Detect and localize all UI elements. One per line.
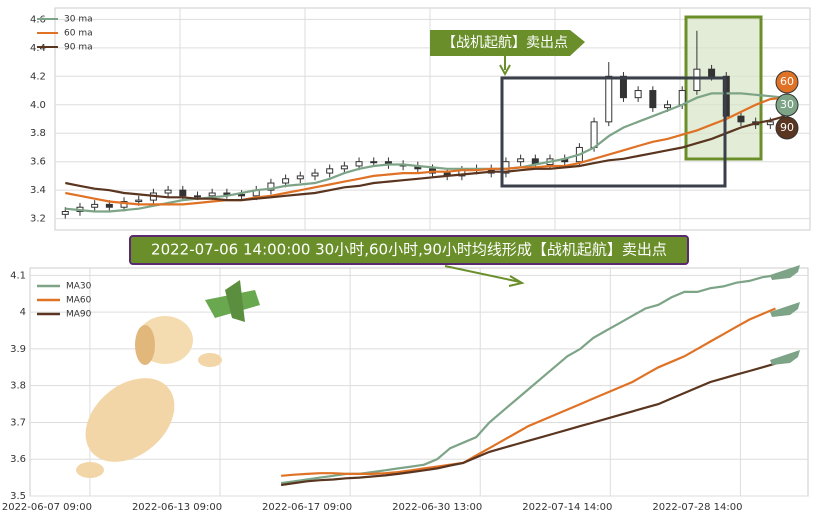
annotation-pointer [499,56,511,77]
y-tick-label: 4.0 [30,100,46,111]
ma-line [280,274,776,485]
candle-body [267,182,275,191]
y-tick-label: 4.2 [30,71,46,82]
banner [129,235,689,265]
y-tick-label: 3.8 [30,128,46,139]
candle-body [370,161,378,164]
candle-body [238,193,246,197]
candle-body [766,121,774,126]
annotation-arrow [430,30,585,56]
candle-body [311,172,319,177]
legend-label: 60 ma [64,29,93,39]
badge [775,116,799,140]
candle-body [135,199,143,203]
candle-body [517,158,525,163]
plane-icons [770,265,800,365]
candle-body [61,211,69,215]
ma-line [281,307,776,477]
y-tick-label: 3.8 [10,381,26,392]
badge [775,93,799,117]
banner-text: 2022-07-06 14:00:00 30小时,60小时,90小时均线形成【战… [151,241,667,259]
candle-body [649,90,657,109]
legend-label: 30 ma [64,15,93,25]
bottom-grid [30,268,808,497]
candle-body [737,115,745,123]
y-tick-label: 4 [20,307,26,318]
y-tick-label: 4.1 [10,270,26,281]
candle-body [105,203,113,208]
candle-body [355,161,363,167]
y-tick-label: 3.7 [10,417,26,428]
x-tick-label: 2022-06-13 09:00 [132,502,222,513]
candle-body [664,104,672,109]
candle-body [208,192,216,197]
candle-body [605,75,613,123]
x-tick-label: 2022-07-28 14:00 [652,502,742,513]
dog-illustration [76,280,260,478]
candle-body [282,178,290,184]
banner-pointer [444,265,525,287]
y-tick-label: 3.4 [30,185,46,196]
annotation-text: 【战机起航】卖出点 [442,35,568,51]
candle-body [193,195,201,198]
legend-label: 90 ma [64,43,93,53]
candle-body [590,121,598,148]
candle-body [619,75,627,99]
y-tick-label: 3.5 [10,491,26,502]
x-tick-label: 2022-06-30 13:00 [392,502,482,513]
candle-body [179,189,187,197]
candle-body [340,165,348,170]
x-tick-label: 2022-06-07 09:00 [2,502,92,513]
y-tick-label: 3.6 [10,454,26,465]
top-frame [54,7,811,231]
ma-line [65,115,786,202]
badge [775,70,799,94]
badge-label: 90 [780,121,794,134]
y-tick-label: 3.9 [10,344,26,355]
legend-label: MA90 [66,310,92,320]
candle-body [326,168,334,174]
candle-body [164,189,172,194]
candle-body [693,68,701,92]
y-tick-label: 3.6 [30,157,46,168]
y-tick-label: 4.4 [30,43,46,54]
range-box [500,76,727,188]
candle-body [634,90,642,99]
candle-body [296,175,304,180]
legend-label: MA60 [66,296,92,306]
candle-body [223,192,231,195]
ma-line [280,362,776,487]
candle-body [708,68,716,77]
ma-line [65,92,786,213]
ma-line [65,96,786,206]
bottom-chart: 3.5 3.6 3.7 3.8 3.9 4 4.1 2022-06-07 09:00 2022-… [2,270,776,513]
x-tick-label: 2022-06-17 09:00 [262,502,352,513]
y-tick-label: 3.2 [30,214,46,225]
legend-label: MA30 [66,282,92,292]
x-tick-label: 2022-07-14 14:00 [522,502,612,513]
badge-label: 30 [780,98,794,111]
candle-body [91,203,99,208]
badge-label: 60 [780,75,794,88]
